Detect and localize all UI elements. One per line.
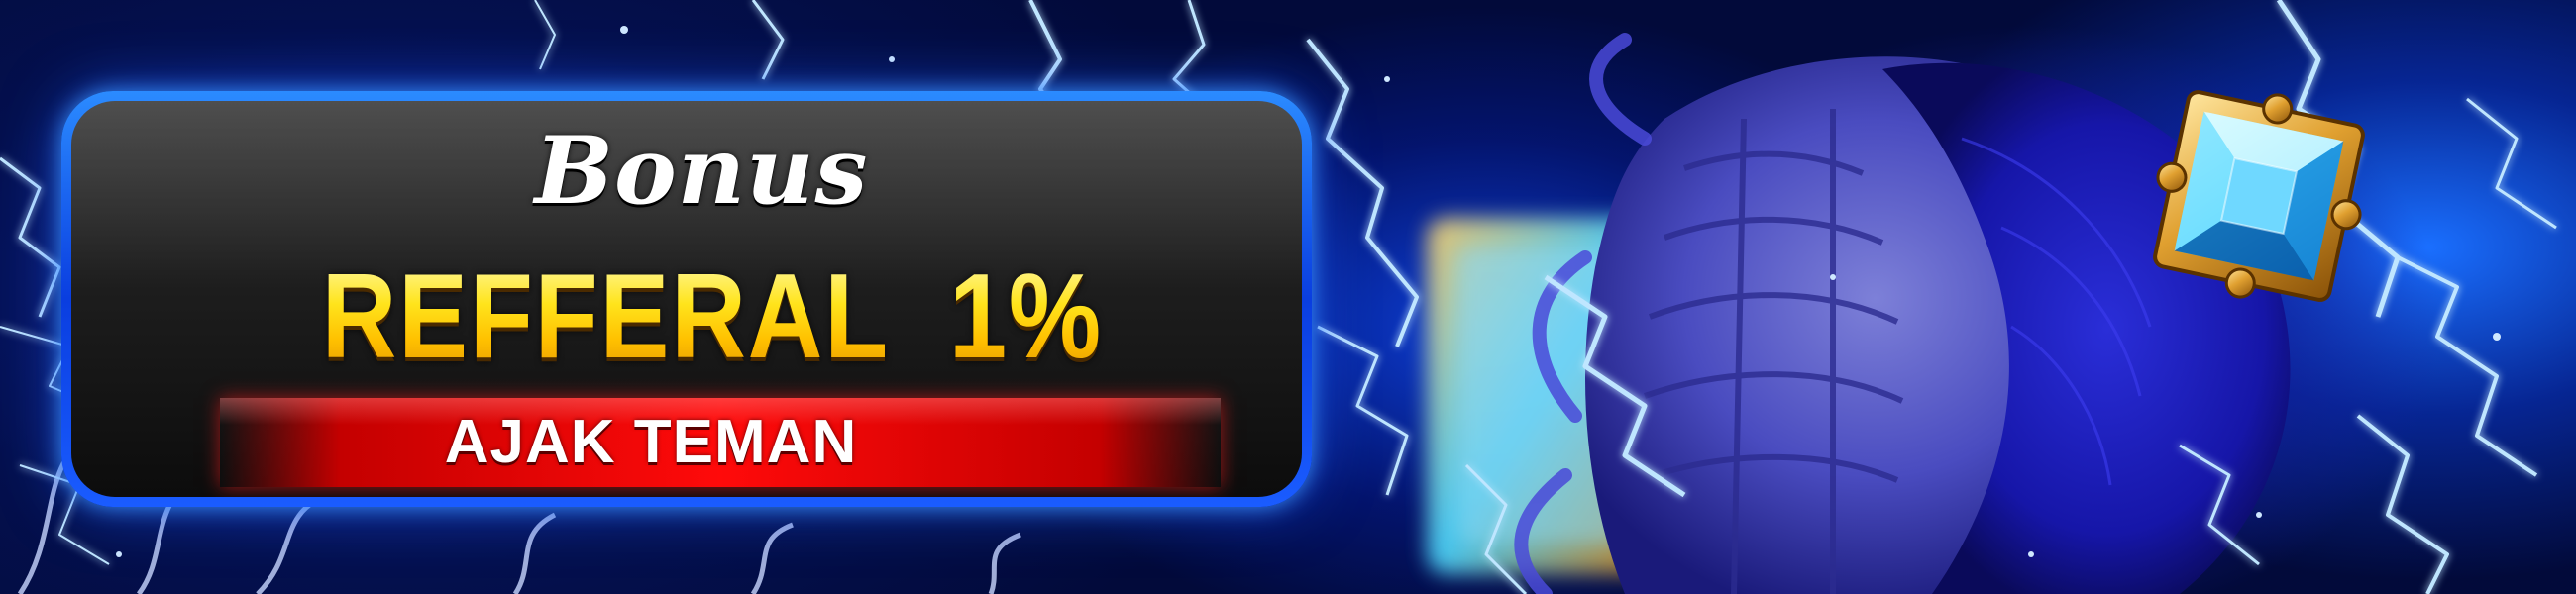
- headline-text: REFFERAL 1%: [158, 255, 1216, 376]
- promo-panel: Bonus REFFERAL 1% AJAK TEMAN: [61, 91, 1312, 507]
- bonus-script-text: Bonus: [534, 117, 869, 226]
- promo-panel-inner: Bonus REFFERAL 1% AJAK TEMAN: [71, 101, 1302, 497]
- gem-icon: [2153, 90, 2365, 302]
- subline-text: AJAK TEMAN: [444, 408, 858, 476]
- red-ribbon: AJAK TEMAN: [220, 398, 1221, 487]
- panel-gloss: [71, 101, 1302, 291]
